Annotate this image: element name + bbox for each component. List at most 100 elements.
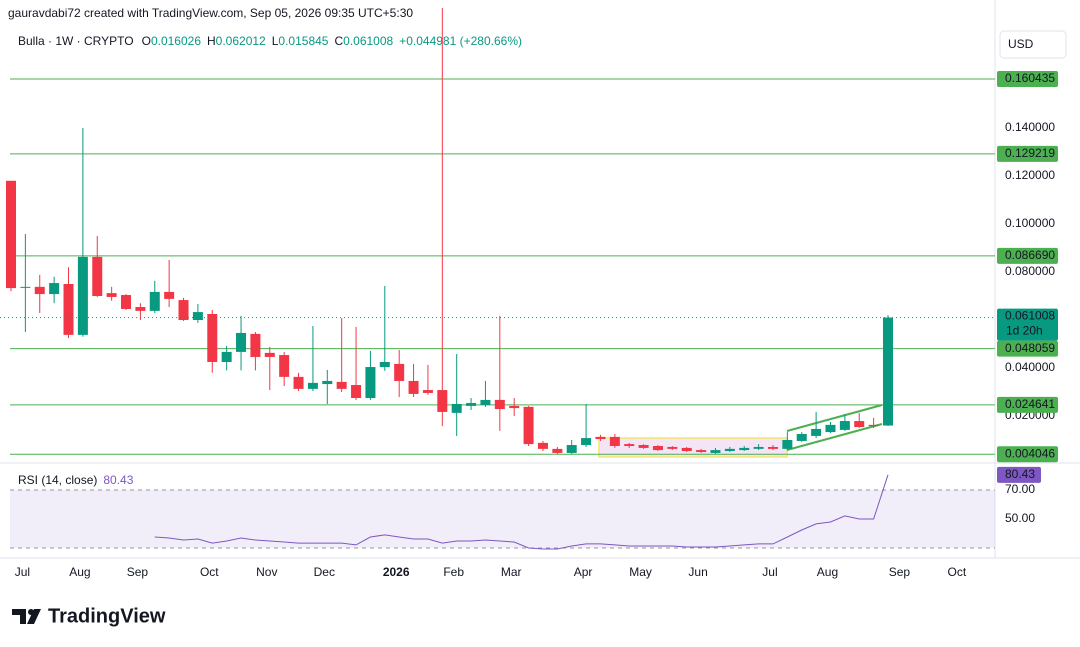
candle-body	[753, 446, 764, 449]
candle-body	[681, 447, 692, 452]
logo-shape	[12, 609, 26, 624]
level-label-bg	[997, 247, 1058, 264]
x-tick-label: Oct	[948, 565, 967, 579]
candle-body	[49, 283, 60, 295]
legend: Bulla · 1W · CRYPTO O0.016026 H0.062012 L0.…	[18, 34, 522, 48]
candle-body	[221, 351, 232, 362]
x-tick-label: Mar	[501, 565, 522, 579]
candle-body	[121, 295, 132, 309]
candle-body	[782, 439, 793, 449]
channel-upper	[786, 404, 883, 432]
level-label-bg	[997, 340, 1058, 357]
brand-name: TradingView	[48, 605, 166, 627]
candle-body	[466, 403, 477, 406]
candle-body	[422, 390, 433, 393]
candle-body	[264, 352, 275, 357]
x-tick-label: Apr	[574, 565, 593, 579]
level-label: 0.004046	[1005, 446, 1055, 460]
x-tick-label: Aug	[817, 565, 838, 579]
candle-body	[178, 300, 189, 320]
candle-body	[351, 385, 362, 398]
x-tick-label: Aug	[69, 565, 90, 579]
candle-body	[696, 450, 707, 452]
y-tick-label: 0.120000	[1005, 168, 1055, 182]
brand-logo	[12, 609, 41, 624]
level-label: 0.048059	[1005, 341, 1055, 355]
candle-body	[164, 291, 175, 299]
currency-label[interactable]: USD	[1008, 37, 1034, 51]
legend-change: +0.044981 (+280.66%)	[399, 34, 522, 48]
candle-body	[839, 421, 850, 430]
candle-body	[667, 446, 678, 449]
legend-value: 0.061008	[343, 34, 393, 48]
legend-key: H	[207, 34, 216, 48]
last-price-label-bg	[997, 308, 1058, 341]
x-tick-label: Oct	[200, 565, 219, 579]
candle-body	[437, 390, 448, 412]
candle-body	[322, 380, 333, 385]
x-tick-label: Jun	[688, 565, 707, 579]
rsi-band-fill	[10, 489, 995, 548]
candle-body	[451, 403, 462, 413]
last-price-label: 0.061008	[1005, 309, 1055, 323]
candle-body	[293, 376, 304, 389]
legend-value: 0.062012	[216, 34, 266, 48]
legend-key: O	[142, 34, 151, 48]
candle-body	[236, 332, 247, 352]
x-tick-label: Feb	[443, 565, 464, 579]
candle-body	[854, 421, 865, 428]
level-label: 0.129219	[1005, 146, 1055, 160]
candle-body	[652, 445, 663, 451]
candle-body	[868, 424, 879, 427]
candle-body	[106, 293, 117, 297]
candle-body	[336, 381, 347, 389]
candle-body	[135, 307, 146, 311]
legend-value: 0.015845	[278, 34, 328, 48]
rsi-label: 80.43	[1005, 467, 1035, 481]
candle-body	[638, 445, 649, 448]
candle-body	[494, 399, 505, 410]
level-label-bg	[997, 145, 1058, 162]
x-tick-label: Sep	[127, 565, 149, 579]
channel-lower	[786, 423, 883, 451]
candle-body	[811, 428, 822, 436]
attribution: gauravdabi72 created with TradingView.co…	[8, 6, 413, 20]
candle-body	[279, 355, 290, 377]
y-tick-label: 0.080000	[1005, 264, 1055, 278]
candle-body	[6, 180, 16, 289]
rsi-tick-label: 70.00	[1005, 482, 1035, 496]
candle-body	[767, 446, 778, 449]
rsi-label-bg	[997, 466, 1041, 483]
x-tick-label: 2026	[383, 565, 410, 579]
x-tick-label: Jul	[762, 565, 777, 579]
level-label: 0.024641	[1005, 397, 1055, 411]
legend-value: 0.016026	[151, 34, 201, 48]
candle-body	[365, 367, 376, 398]
x-tick-label: Sep	[889, 565, 911, 579]
level-label: 0.160435	[1005, 71, 1055, 85]
candle-body	[509, 405, 520, 409]
candle-body	[537, 442, 548, 449]
candle-body	[34, 286, 45, 295]
rsi-tick-label: 50.00	[1005, 511, 1035, 525]
logo-slash	[27, 609, 41, 624]
candle-body	[408, 380, 419, 394]
candle-body	[796, 433, 807, 441]
x-tick-label: Nov	[256, 565, 277, 579]
candle-body	[149, 291, 160, 311]
currency-button[interactable]	[999, 30, 1067, 59]
rsi-title: RSI (14, close)	[18, 473, 97, 487]
level-label-bg	[997, 396, 1058, 413]
y-tick-label: 0.040000	[1005, 360, 1055, 374]
candle-body	[710, 450, 721, 453]
candle-body	[609, 436, 620, 446]
candle-body	[207, 313, 218, 362]
candle-body	[523, 406, 534, 445]
candle-body	[552, 448, 563, 453]
candle-body	[394, 363, 405, 381]
rsi-line	[154, 474, 889, 550]
rsi-legend: RSI (14, close) 80.43	[18, 473, 134, 487]
x-tick-label: Jul	[15, 565, 30, 579]
